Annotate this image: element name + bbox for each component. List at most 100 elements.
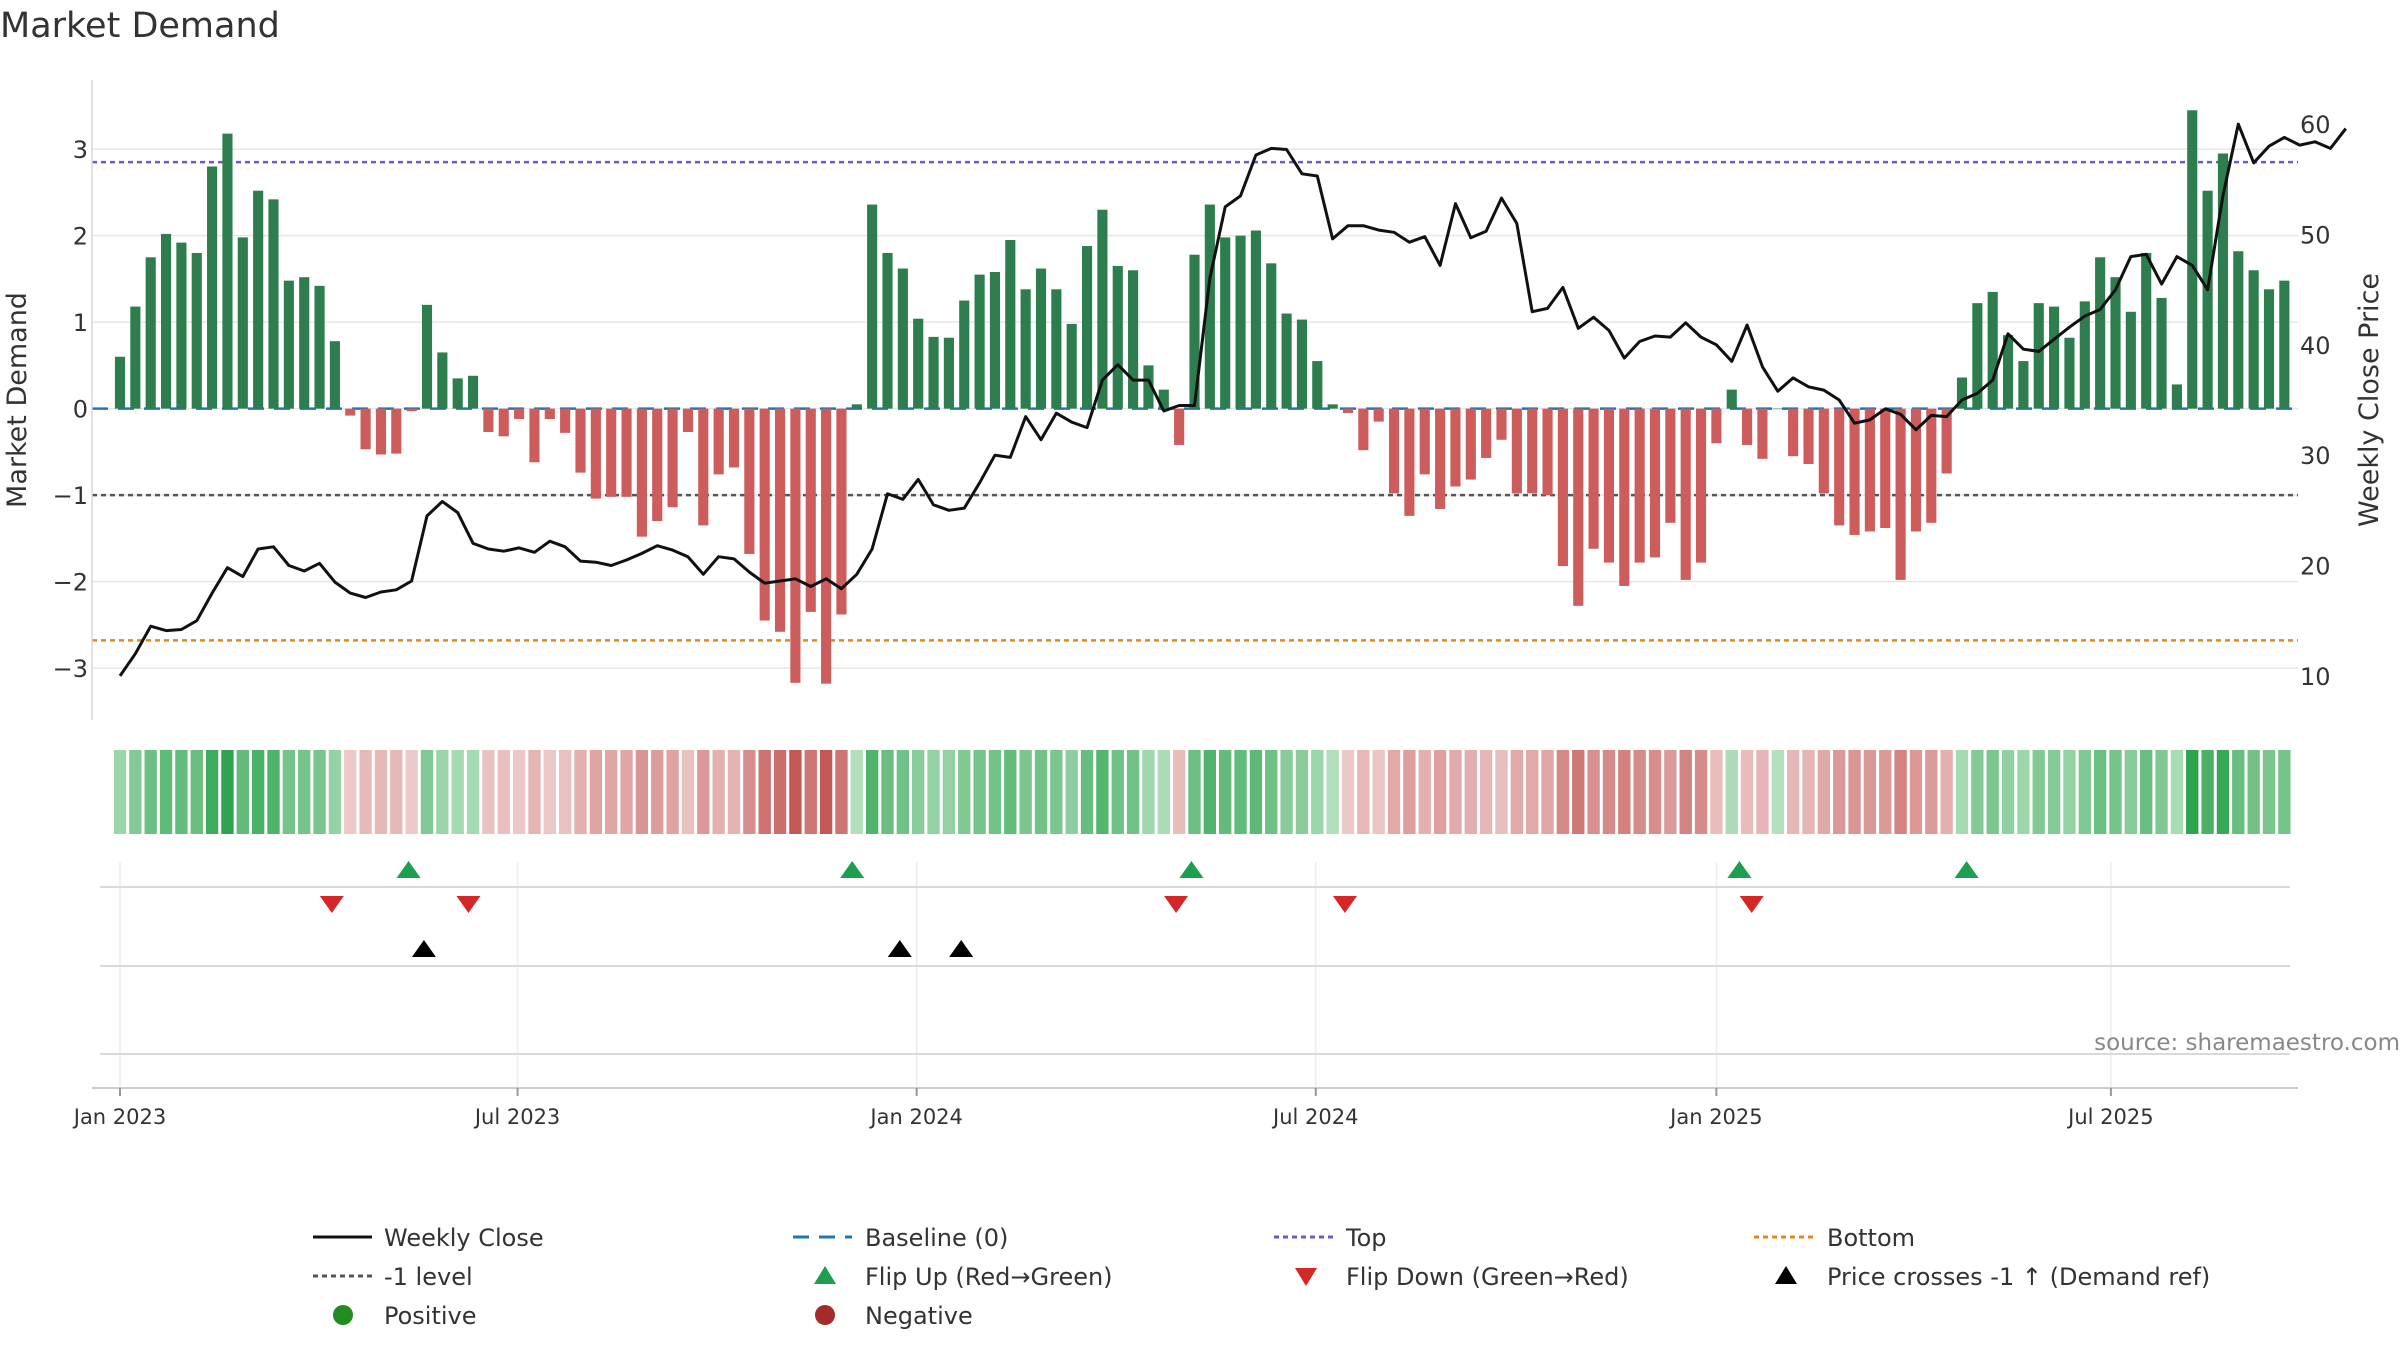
demand-bar bbox=[1895, 408, 1906, 580]
demand-bar bbox=[2033, 303, 2044, 409]
heat-strip-cell bbox=[1234, 750, 1247, 834]
legend-item-weekly-close: Weekly Close bbox=[313, 1224, 544, 1252]
demand-bar bbox=[989, 272, 1001, 409]
demand-bar bbox=[1788, 408, 1799, 457]
heat-strip-cell bbox=[2278, 750, 2291, 834]
flip-down-marker bbox=[1739, 896, 1764, 913]
demand-bar bbox=[2248, 270, 2259, 409]
demand-bar bbox=[2171, 384, 2182, 409]
demand-bar bbox=[1250, 230, 1261, 409]
heat-strip-cell bbox=[2001, 750, 2015, 834]
demand-bar bbox=[575, 408, 586, 473]
legend-label-weekly-close: Weekly Close bbox=[384, 1224, 544, 1252]
demand-bar bbox=[790, 408, 801, 683]
heat-strip-cell bbox=[1848, 750, 1861, 834]
y2-tick-label: 60 bbox=[2300, 111, 2331, 139]
x-tick-label: Jan 2025 bbox=[1668, 1105, 1763, 1129]
flip-up-marker bbox=[1179, 861, 1204, 878]
demand-bar bbox=[1481, 408, 1492, 458]
heat-strip-cell bbox=[436, 750, 449, 834]
heat-strip-cell bbox=[1004, 750, 1017, 834]
heat-strip-cell bbox=[129, 750, 142, 834]
demand-bar bbox=[1511, 408, 1522, 494]
heat-strip-cell bbox=[1541, 750, 1554, 834]
demand-bar bbox=[1496, 408, 1507, 440]
heat-strip-cell bbox=[1341, 750, 1355, 834]
demand-bar bbox=[1158, 389, 1169, 409]
y2-tick-label: 10 bbox=[2300, 663, 2331, 691]
y-tick-label: 1 bbox=[73, 309, 88, 337]
heat-strip-cell bbox=[236, 750, 249, 834]
demand-bar bbox=[1450, 408, 1461, 487]
demand-bar bbox=[283, 280, 294, 409]
heat-strip-cell bbox=[313, 750, 326, 834]
demand-bar bbox=[2064, 337, 2075, 409]
demand-bar bbox=[514, 408, 525, 420]
demand-bar bbox=[728, 408, 740, 468]
demand-bar bbox=[1695, 408, 1707, 563]
demand-bar bbox=[606, 408, 617, 497]
demand-bar bbox=[1358, 408, 1369, 451]
demand-bar bbox=[130, 306, 141, 409]
heat-strip-cell bbox=[2078, 750, 2091, 834]
demand-bar bbox=[2187, 110, 2198, 409]
heat-strip-cell bbox=[1556, 750, 1570, 834]
demand-bar bbox=[974, 274, 985, 409]
heat-strip-cell bbox=[420, 750, 434, 834]
chart-title: Market Demand bbox=[0, 6, 280, 46]
heat-strip-cell bbox=[896, 750, 910, 834]
demand-bar bbox=[1189, 254, 1200, 409]
demand-bar bbox=[590, 408, 601, 499]
heat-strip-cell bbox=[1034, 750, 1048, 834]
y2-tick-label: 40 bbox=[2300, 332, 2331, 360]
demand-bar bbox=[160, 233, 172, 409]
heat-strip-cell bbox=[113, 750, 127, 834]
demand-bar bbox=[698, 408, 709, 526]
heat-strip-cell bbox=[1679, 750, 1692, 834]
heat-strip-cell bbox=[1219, 750, 1232, 834]
demand-bar bbox=[391, 408, 402, 454]
demand-bar bbox=[345, 408, 356, 416]
demand-bar bbox=[1020, 289, 1031, 409]
heat-strip-cell bbox=[328, 750, 342, 834]
heat-strip-cell bbox=[1372, 750, 1385, 834]
demand-bar bbox=[1419, 408, 1430, 475]
demand-bar bbox=[759, 408, 770, 621]
heat-strip-cell bbox=[1387, 750, 1401, 834]
heat-strip-cell bbox=[2017, 750, 2030, 834]
demand-bar bbox=[1128, 270, 1139, 409]
demand-bar bbox=[621, 408, 632, 497]
heat-strip-cell bbox=[1464, 750, 1477, 834]
heat-strip-cell bbox=[1403, 750, 1416, 834]
demand-bar bbox=[222, 133, 233, 409]
heat-strip-cell bbox=[1618, 750, 1631, 834]
demand-bar bbox=[1342, 408, 1354, 413]
price-cross-marker bbox=[949, 940, 974, 957]
demand-bar bbox=[1557, 408, 1568, 567]
heat-strip-cell bbox=[1019, 750, 1032, 834]
demand-bar bbox=[867, 204, 878, 409]
heat-strip-cell bbox=[190, 750, 203, 834]
demand-bar bbox=[1864, 408, 1875, 532]
heat-strip-cell bbox=[528, 750, 541, 834]
demand-bar bbox=[191, 252, 202, 409]
heat-strip-cell bbox=[1740, 750, 1754, 834]
demand-bar bbox=[314, 285, 325, 409]
legend-label-bottom: Bottom bbox=[1827, 1224, 1915, 1252]
demand-bar bbox=[375, 408, 387, 455]
heat-strip-cell bbox=[1449, 750, 1462, 834]
legend-item-flip-up: Flip Up (Red→Green) bbox=[814, 1263, 1113, 1291]
heat-strip-cell bbox=[2109, 750, 2122, 834]
demand-bar bbox=[1849, 408, 1860, 535]
heat-strip-cell bbox=[958, 750, 971, 834]
heat-strip-cell bbox=[1126, 750, 1140, 834]
heat-strip-cell bbox=[1172, 750, 1186, 834]
demand-bar bbox=[2202, 190, 2213, 409]
demand-bar bbox=[1818, 408, 1829, 494]
demand-bar bbox=[145, 257, 156, 409]
demand-bar bbox=[1327, 404, 1338, 409]
demand-bar bbox=[1634, 408, 1645, 563]
heat-strip-cell bbox=[1833, 750, 1846, 834]
heat-strip-cell bbox=[1080, 750, 1094, 834]
